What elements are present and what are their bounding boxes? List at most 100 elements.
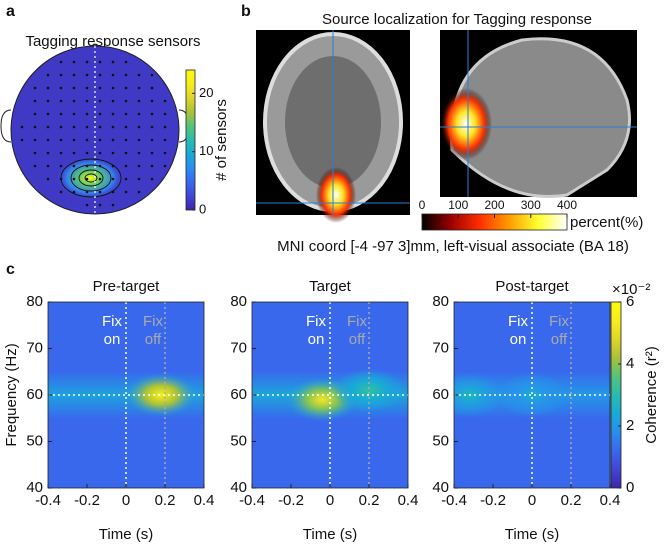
electrode: [85, 151, 89, 155]
electrode: [72, 73, 76, 77]
electrode: [85, 86, 89, 90]
electrode: [150, 151, 154, 155]
sensor-cluster: [56, 156, 124, 200]
x-tick-label: -0.4: [441, 492, 467, 509]
panel-title: Tagging response sensors: [25, 33, 200, 50]
fix-on-label: Fix: [102, 313, 122, 330]
x-tick-label: -0.4: [35, 492, 61, 509]
electrode: [20, 138, 24, 142]
subplot-title: Target: [309, 278, 352, 295]
fix-off-label: Fix: [347, 313, 367, 330]
electrode: [163, 125, 167, 129]
electrode: [20, 125, 24, 129]
electrode: [124, 73, 128, 77]
electrode: [124, 112, 128, 116]
electrode: [98, 73, 102, 77]
fix-on-label: on: [308, 331, 325, 348]
x-tick-label: -0.4: [239, 492, 265, 509]
electrode: [111, 164, 115, 168]
heatmap: [48, 302, 204, 488]
electrode: [111, 203, 115, 207]
electrode: [137, 125, 141, 129]
y-tick-label: 70: [432, 339, 449, 356]
y-tick-label: 70: [230, 339, 247, 356]
electrode: [124, 125, 128, 129]
colorbar-tick-label: 300: [521, 198, 541, 212]
electrode: [72, 112, 76, 116]
y-tick-label: 70: [26, 339, 43, 356]
electrode: [137, 112, 141, 116]
panel-label: b: [241, 3, 251, 20]
electrode: [72, 190, 76, 194]
colorbar-tick-label: 0: [199, 201, 206, 216]
source-blob: [316, 167, 356, 223]
coherence-peak: [125, 373, 198, 417]
colorbar-tick-label: 200: [484, 198, 504, 212]
electrode: [111, 60, 115, 64]
electrode: [98, 151, 102, 155]
fix-off-label: off: [551, 331, 568, 348]
electrode: [85, 73, 89, 77]
x-tick-label: 0.4: [600, 492, 621, 509]
electrode: [85, 138, 89, 142]
electrode: [137, 151, 141, 155]
coherence-peak: [333, 368, 405, 413]
electrode: [98, 164, 102, 168]
electrode: [72, 177, 76, 181]
electrode: [85, 99, 89, 103]
x-tick-label: 0.2: [561, 492, 582, 509]
electrode: [150, 73, 154, 77]
coherence-peak: [496, 373, 568, 417]
colorbar: [610, 301, 622, 489]
colorbar-tick-label: 400: [557, 198, 577, 212]
colorbar-tick-label: 10: [199, 143, 213, 158]
electrode: [46, 99, 50, 103]
electrode: [46, 151, 50, 155]
x-tick-label: 0: [326, 492, 334, 509]
y-tick-label: 80: [26, 293, 43, 310]
fix-off-label: Fix: [549, 313, 569, 330]
colorbar-label: # of sensors: [213, 99, 230, 181]
colorbar-tick-label: 0: [419, 198, 426, 212]
electrode: [59, 60, 63, 64]
electrode: [150, 86, 154, 90]
contour: [78, 169, 104, 187]
colorbar-tick-label: 20: [199, 85, 213, 100]
panel-title: Source localization for Tagging response: [322, 11, 592, 28]
electrode: [33, 86, 37, 90]
y-tick-label: 40: [26, 479, 43, 496]
electrode: [59, 73, 63, 77]
electrode: [137, 73, 141, 77]
electrode: [137, 138, 141, 142]
electrode: [46, 138, 50, 142]
x-tick-label: -0.2: [74, 492, 100, 509]
electrode: [85, 177, 89, 181]
electrode: [98, 125, 102, 129]
electrode: [98, 112, 102, 116]
electrode: [163, 112, 167, 116]
electrode: [98, 60, 102, 64]
y-tick-label: 60: [432, 386, 449, 403]
colorbar-tick-label: 2: [626, 417, 634, 434]
colorbar-exponent: ×10⁻²: [612, 281, 650, 298]
electrode: [137, 86, 141, 90]
electrode: [111, 86, 115, 90]
caption: MNI coord [-4 -97 3]mm, left-visual asso…: [277, 238, 629, 255]
electrode: [111, 177, 115, 181]
subplot-title: Pre-target: [93, 278, 161, 295]
electrode: [33, 112, 37, 116]
electrode: [163, 151, 167, 155]
y-axis-label: Frequency (Hz): [3, 343, 20, 446]
contour: [70, 164, 112, 192]
fix-off-label: Fix: [143, 313, 163, 330]
x-axis-label: Time (s): [99, 526, 153, 543]
source-blob: [440, 88, 492, 160]
electrode: [72, 164, 76, 168]
electrode: [163, 138, 167, 142]
x-tick-label: 0.4: [398, 492, 419, 509]
x-axis-label: Time (s): [303, 526, 357, 543]
electrode: [72, 99, 76, 103]
electrode: [163, 99, 167, 103]
electrode: [85, 190, 89, 194]
electrode: [59, 190, 63, 194]
